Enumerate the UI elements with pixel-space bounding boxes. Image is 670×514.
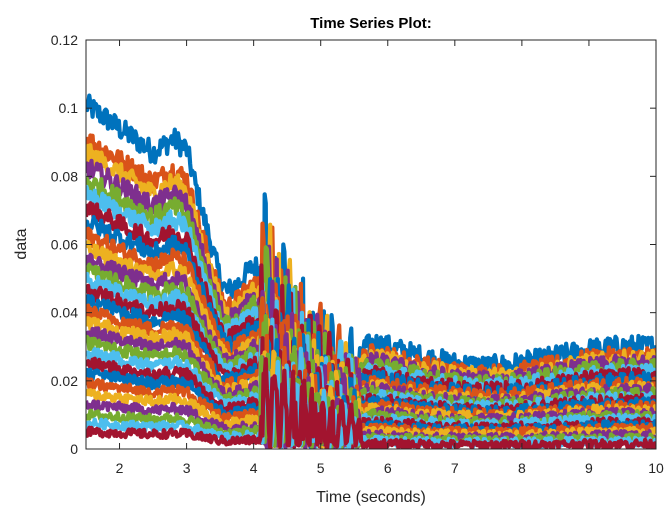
x-tick-label-9: 9 <box>585 460 593 476</box>
x-tick-label-8: 8 <box>518 460 526 476</box>
y-tick-label-6: 0.12 <box>51 32 78 48</box>
x-tick-label-5: 5 <box>317 460 325 476</box>
y-tick-label-0: 0 <box>70 441 78 457</box>
x-tick-label-2: 2 <box>116 460 124 476</box>
x-tick-label-3: 3 <box>183 460 191 476</box>
x-tick-label-10: 10 <box>648 460 664 476</box>
chart-title: Time Series Plot: <box>310 15 431 32</box>
series-line-1 <box>86 93 656 445</box>
x-tick-label-6: 6 <box>384 460 392 476</box>
series-line-28 <box>86 357 656 449</box>
y-tick-label-5: 0.1 <box>59 100 79 116</box>
y-tick-label-3: 0.06 <box>51 237 78 253</box>
y-tick-label-2: 0.04 <box>51 305 78 321</box>
y-axis-label: data <box>13 228 30 259</box>
series-layer <box>86 93 656 449</box>
x-axis-label: Time (seconds) <box>316 489 426 506</box>
x-tick-label-7: 7 <box>451 460 459 476</box>
x-tick-label-4: 4 <box>250 460 258 476</box>
tick-layer: 2 3 4 5 6 7 8 9 10 0 0.02 0.04 0.06 0.08 0.1 0.12 <box>51 32 664 476</box>
series-line-15 <box>86 293 656 449</box>
series-line-26 <box>86 352 656 449</box>
y-tick-label-4: 0.08 <box>51 168 78 184</box>
y-tick-label-1: 0.02 <box>51 373 78 389</box>
series-line-4 <box>86 158 656 443</box>
